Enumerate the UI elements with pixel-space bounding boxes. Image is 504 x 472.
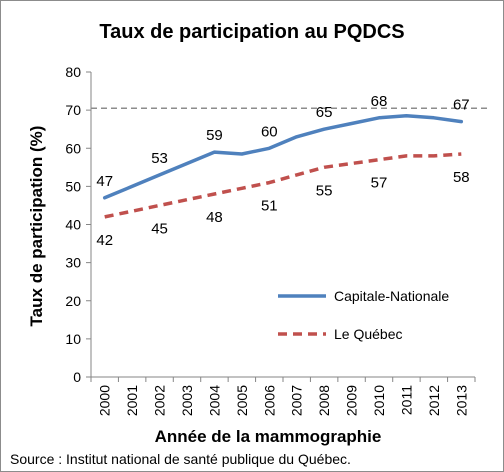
x-tick-label: 2010	[371, 385, 387, 416]
data-label-capitale: 53	[151, 150, 168, 167]
x-tick-label: 2000	[97, 385, 113, 416]
y-tick-label: 0	[73, 369, 81, 385]
x-tick-label: 2011	[398, 385, 414, 415]
x-tick-label: 2007	[289, 385, 305, 416]
data-label-capitale: 65	[316, 104, 333, 121]
series-line-1	[104, 152, 462, 219]
legend-label-0: Capitale-Nationale	[334, 288, 449, 304]
x-tick-label: 2006	[261, 385, 277, 416]
chart-title: Taux de participation au PQDCS	[99, 21, 404, 43]
y-tick-label: 60	[65, 140, 81, 156]
y-tick-label: 50	[65, 178, 81, 194]
data-label-quebec: 45	[151, 220, 168, 237]
x-tick-label: 2009	[344, 385, 360, 416]
x-tick-label: 2005	[234, 385, 250, 416]
plot-area: 0 10 20 30 40 50 60 70 80 2000 2001 2002 2003 2004 200…	[65, 64, 487, 416]
source-note: Source : Institut national de santé publ…	[10, 451, 351, 467]
x-tick-label: 2002	[152, 385, 168, 416]
data-label-quebec: 57	[371, 175, 388, 192]
x-tick-label: 2012	[426, 385, 442, 416]
y-tick-label: 10	[65, 331, 81, 347]
data-label-capitale: 47	[96, 173, 113, 190]
data-label-quebec: 51	[261, 198, 278, 215]
data-label-capitale: 59	[206, 127, 223, 144]
x-tick-label: 2013	[453, 385, 469, 416]
series-line-0	[102, 114, 464, 200]
y-tick-label: 70	[65, 102, 81, 118]
y-tick-label: 30	[65, 255, 81, 271]
data-label-capitale: 67	[453, 97, 470, 114]
y-tick-label: 80	[65, 64, 81, 80]
y-axis-title: Taux de participation (%)	[27, 126, 46, 327]
x-tick-label: 2003	[179, 385, 195, 416]
y-tick-label: 20	[65, 293, 81, 309]
x-tick-label: 2001	[124, 385, 140, 416]
data-label-quebec: 58	[453, 169, 470, 186]
data-label-quebec: 55	[316, 182, 333, 199]
data-label-quebec: 42	[96, 232, 113, 249]
x-tick-label: 2004	[206, 385, 222, 416]
data-label-quebec: 48	[206, 209, 223, 226]
x-axis-title: Année de la mammographie	[155, 427, 382, 446]
data-label-capitale: 60	[261, 123, 278, 140]
x-tick-label: 2008	[316, 385, 332, 416]
data-label-capitale: 68	[371, 93, 388, 110]
y-tick-label: 40	[65, 217, 81, 233]
legend-label-1: Le Québec	[334, 326, 403, 342]
